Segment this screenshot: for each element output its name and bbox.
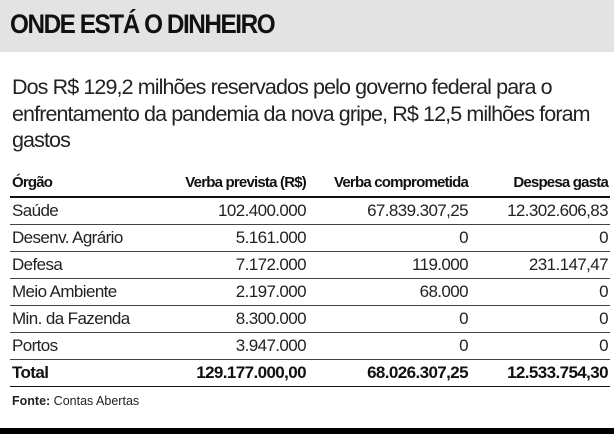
cell-verba-prevista: 7.172.000 [174, 251, 308, 279]
cell-despesa-gasta: 231.147,47 [470, 251, 610, 279]
header-verba-prevista: Verba prevista (R$) [174, 172, 308, 198]
cell-despesa-gasta: 12.302.606,83 [470, 197, 610, 225]
cell-orgao: Meio Ambiente [10, 278, 174, 306]
cell-despesa-gasta: 0 [470, 332, 610, 360]
cell-verba-prevista: 129.177.000,00 [174, 359, 308, 387]
table-row: Portos 3.947.000 0 0 [10, 332, 610, 360]
cell-orgao: Desenv. Agrário [10, 224, 174, 252]
source-value: Contas Abertas [53, 394, 140, 408]
source-note: Fonte: Contas Abertas [12, 394, 139, 408]
table-row: Meio Ambiente 2.197.000 68.000 0 [10, 278, 610, 306]
cell-verba-comprometida: 119.000 [308, 251, 470, 279]
table-header-row: Órgão Verba prevista (R$) Verba comprome… [10, 172, 610, 198]
source-label: Fonte: [12, 394, 51, 408]
bottom-rule [0, 428, 614, 434]
subtitle: Dos R$ 129,2 milhões reservados pelo gov… [12, 75, 591, 152]
cell-verba-comprometida: 68.026.307,25 [308, 359, 470, 387]
cell-orgao: Defesa [10, 251, 174, 279]
cell-verba-prevista: 102.400.000 [174, 197, 308, 225]
cell-verba-prevista: 5.161.000 [174, 224, 308, 252]
cell-despesa-gasta: 0 [470, 278, 610, 306]
header-orgao: Órgão [10, 172, 174, 198]
cell-verba-comprometida: 68.000 [308, 278, 470, 306]
cell-verba-prevista: 3.947.000 [174, 332, 308, 360]
cell-verba-comprometida: 0 [308, 305, 470, 333]
cell-verba-prevista: 8.300.000 [174, 305, 308, 333]
budget-table: Órgão Verba prevista (R$) Verba comprome… [10, 172, 610, 387]
cell-orgao: Total [10, 359, 174, 387]
cell-orgao: Portos [10, 332, 174, 360]
table-row: Desenv. Agrário 5.161.000 0 0 [10, 224, 610, 252]
cell-verba-comprometida: 0 [308, 224, 470, 252]
header-despesa-gasta: Despesa gasta [470, 172, 610, 198]
page-title: ONDE ESTÁ O DINHEIRO [10, 9, 276, 39]
table-row: Saúde 102.400.000 67.839.307,25 12.302.606,… [10, 197, 610, 225]
cell-orgao: Min. da Fazenda [10, 305, 174, 333]
cell-verba-comprometida: 67.839.307,25 [308, 197, 470, 225]
cell-despesa-gasta: 0 [470, 224, 610, 252]
cell-despesa-gasta: 0 [470, 305, 610, 333]
cell-verba-prevista: 2.197.000 [174, 278, 308, 306]
cell-despesa-gasta: 12.533.754,30 [470, 359, 610, 387]
title-band: ONDE ESTÁ O DINHEIRO [0, 0, 614, 52]
total-row: Total 129.177.000,00 68.026.307,25 12.533.7… [10, 359, 610, 387]
header-verba-comprometida: Verba comprometida [308, 172, 470, 198]
table-row: Defesa 7.172.000 119.000 231.147,47 [10, 251, 610, 279]
cell-orgao: Saúde [10, 197, 174, 225]
cell-verba-comprometida: 0 [308, 332, 470, 360]
table-row: Min. da Fazenda 8.300.000 0 0 [10, 305, 610, 333]
